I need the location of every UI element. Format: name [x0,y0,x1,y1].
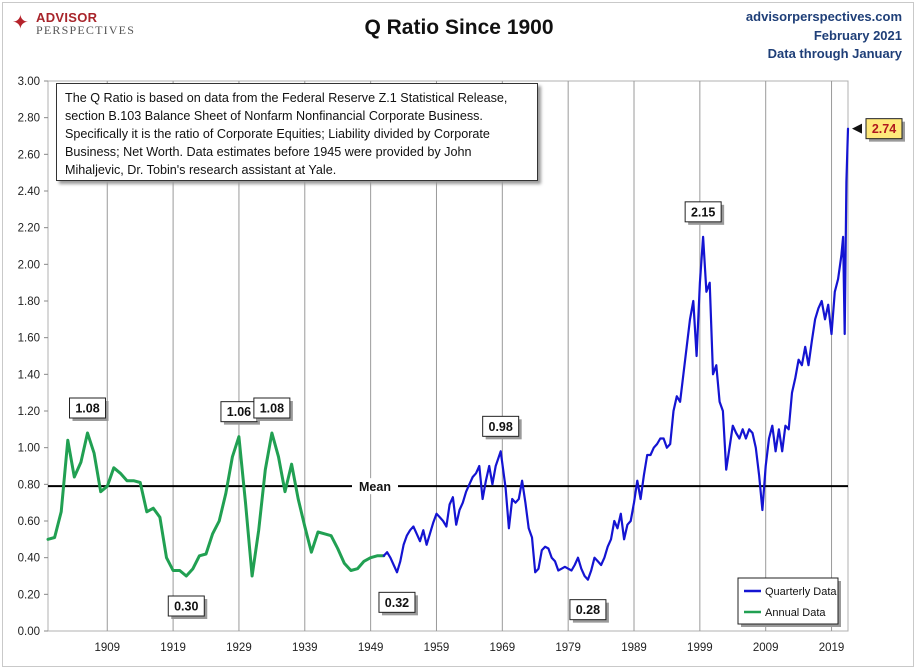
callout-1.08: 1.08 [69,397,109,421]
x-tick-label: 2019 [819,642,845,654]
x-tick-label: 1969 [490,642,516,654]
x-tick-label: 1929 [226,642,252,654]
source-site: advisorperspectives.com [745,9,902,24]
legend-box [737,577,839,625]
callout-label: 0.28 [576,603,600,617]
y-tick-label: 1.20 [18,406,40,418]
y-tick-label: 1.40 [18,369,40,381]
legend: Quarterly Data Annual Data [737,577,841,627]
callout-0.28: 0.28 [569,599,609,623]
x-tick-label: 1959 [424,642,450,654]
callout-1.08: 1.08 [253,397,293,421]
y-tick-label: 1.60 [18,333,40,345]
x-tick-label: 1979 [555,642,581,654]
callout-label: 0.98 [489,420,513,434]
callout-label: 0.32 [385,596,409,610]
callout-2.74: 2.74 [852,118,905,142]
methodology-note: The Q Ratio is based on data from the Fe… [56,83,538,181]
y-tick-label: 0.20 [18,589,40,601]
y-tick-label: 2.60 [18,149,40,161]
chart-title: Q Ratio Since 1900 [364,16,554,39]
callout-label: 1.06 [227,405,251,419]
y-tick-label: 0.40 [18,553,40,565]
callout-box [865,118,903,140]
callout-label: 0.30 [174,600,198,614]
y-tick-label: 2.40 [18,186,40,198]
x-tick-label: 1919 [160,642,186,654]
callout-box [482,415,520,437]
callout-box [684,201,722,223]
callout-0.98: 0.98 [482,415,522,440]
advisor-perspectives-logo: ✦ ADVISOR PERSPECTIVES [12,10,152,44]
source-date: February 2021 [813,28,902,43]
y-tick-label: 1.00 [18,443,40,455]
callout-box [378,591,416,613]
y-tick-label: 2.20 [18,223,40,235]
callout-box [167,595,205,617]
quarterly-series-line [382,127,850,581]
x-tick-label: 2009 [753,642,779,654]
mean-label-bg [352,478,398,495]
plot-area [47,80,849,632]
logo-line-1: ADVISOR [36,10,98,25]
legend-label: Annual Data [765,607,826,619]
callout-label: 2.74 [872,122,896,136]
callout-arrow [852,123,862,134]
callout-0.32: 0.32 [378,591,418,616]
x-tick-label: 1939 [292,642,318,654]
callout-label: 1.08 [75,402,99,416]
y-tick-label: 2.00 [18,259,40,271]
x-tick-label: 1989 [621,642,647,654]
y-tick-label: 2.80 [18,113,40,125]
y-tick-label: 1.80 [18,296,40,308]
compass-star-icon: ✦ [12,10,29,34]
logo-line-2: PERSPECTIVES [36,23,136,37]
callout-box [253,397,291,419]
y-tick-label: 0.00 [18,626,40,638]
y-tick-label: 0.80 [18,479,40,491]
callout-label: 2.15 [691,205,715,219]
callout-box [569,599,607,621]
callout-box [69,397,107,419]
x-tick-label: 1909 [94,642,120,654]
callout-2.15: 2.15 [684,201,725,225]
callout-0.30: 0.30 [167,595,208,619]
y-tick-label: 0.60 [18,516,40,528]
callout-1.06: 1.06 [220,401,260,425]
annual-series-line [46,431,386,578]
source-note: Data through January [767,46,902,61]
legend-label: Quarterly Data [765,586,837,598]
mean-label: Mean [359,480,391,494]
x-tick-label: 1949 [358,642,384,654]
y-tick-label: 3.00 [18,76,40,88]
x-tick-label: 1999 [687,642,713,654]
callout-label: 1.08 [260,402,284,416]
